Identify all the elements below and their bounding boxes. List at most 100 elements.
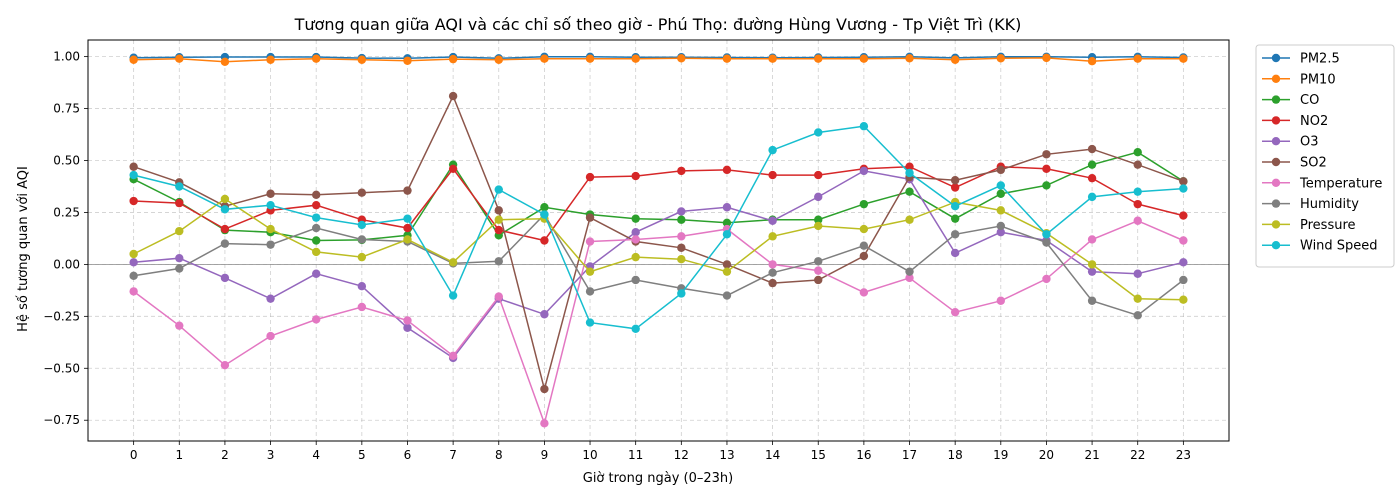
data-point [312, 190, 321, 199]
x-axis-label: Giờ trong ngày (0–23h) [583, 471, 733, 486]
legend-label: O3 [1300, 135, 1319, 150]
series-wind-speed [129, 122, 1188, 334]
legend-label: PM2.5 [1300, 52, 1340, 67]
data-point [129, 249, 138, 259]
data-point [1179, 211, 1188, 220]
data-point [814, 128, 823, 137]
data-point [1087, 192, 1097, 202]
series-line-temperature [133, 219, 1184, 426]
data-point [768, 232, 777, 241]
x-tick-label: 14 [765, 448, 780, 462]
x-tick-label: 17 [902, 448, 917, 462]
data-point [1042, 53, 1051, 63]
legend-label: CO [1300, 93, 1319, 108]
x-tick-label: 3 [267, 448, 275, 462]
data-point [448, 91, 458, 101]
data-point [996, 181, 1005, 190]
data-point [1179, 275, 1188, 285]
x-tick-label: 8 [495, 448, 503, 462]
series-lines [129, 52, 1188, 428]
legend-item-wind-speed: Wind Speed [1262, 239, 1378, 254]
data-point [859, 241, 869, 250]
data-point [220, 194, 230, 204]
data-point [220, 224, 230, 234]
data-point [722, 267, 732, 276]
legend-label: Humidity [1300, 197, 1359, 212]
chart-title: Tương quan giữa AQI và các chỉ số theo g… [294, 15, 1022, 34]
data-point [448, 54, 458, 64]
x-tick-label: 0 [130, 448, 138, 462]
legend-marker [1271, 178, 1281, 187]
legend-item-so2: SO2 [1262, 156, 1327, 171]
data-point [677, 215, 686, 224]
data-point [357, 235, 367, 244]
data-point [585, 172, 595, 182]
legend-label: NO2 [1300, 114, 1328, 129]
data-point [996, 206, 1005, 215]
legend: PM2.5 PM10 CO NO2 O3 SO2 Temperature Humidity Pr… [1255, 44, 1395, 268]
data-point [814, 221, 823, 231]
data-point [1133, 187, 1142, 196]
data-point [1087, 160, 1097, 169]
data-point [312, 213, 321, 222]
data-point [722, 260, 732, 269]
data-point [312, 223, 321, 233]
data-point [1042, 230, 1051, 239]
data-point [1133, 54, 1142, 63]
data-point [175, 321, 184, 330]
data-point [950, 248, 960, 258]
x-tick-label: 7 [449, 448, 457, 462]
x-tick-label: 21 [1084, 448, 1099, 462]
data-point [540, 203, 549, 212]
data-point [403, 186, 412, 195]
data-point [996, 227, 1005, 237]
legend-label: Temperature [1299, 176, 1382, 191]
data-point [859, 224, 869, 234]
data-point [814, 192, 823, 202]
data-point [722, 165, 732, 175]
data-point [905, 162, 914, 171]
series-temperature [129, 216, 1188, 428]
data-point [403, 235, 412, 244]
plot-area-frame [87, 39, 1230, 442]
y-tick-label: −0.75 [43, 413, 80, 427]
legend-item-o3: O3 [1262, 135, 1319, 150]
data-point [950, 55, 960, 64]
data-point [768, 216, 777, 225]
data-point [129, 162, 138, 171]
y-tick-label: −0.50 [43, 361, 80, 375]
legend-marker [1271, 199, 1281, 208]
legend-item-co: CO [1262, 93, 1319, 108]
data-point [220, 57, 230, 67]
legend-marker [1271, 74, 1281, 84]
series-line-wind-speed [133, 125, 1184, 330]
data-point [1042, 238, 1051, 247]
data-point [631, 171, 640, 181]
data-point [175, 253, 184, 263]
legend-item-no2: NO2 [1262, 114, 1328, 129]
data-point [266, 240, 275, 249]
data-point [722, 218, 732, 228]
data-point [631, 235, 640, 244]
y-axis-label: Hệ số tương quan với AQI [16, 166, 31, 332]
legend-marker [1271, 241, 1281, 250]
data-point [1042, 274, 1051, 284]
x-tick-label: 18 [948, 448, 963, 462]
data-point [266, 55, 275, 64]
data-point [814, 275, 823, 285]
x-tick-label: 13 [719, 448, 734, 462]
data-point [814, 170, 823, 180]
data-point [1042, 164, 1051, 174]
data-point [950, 183, 960, 192]
data-point [220, 205, 230, 214]
data-point [494, 292, 503, 301]
x-tick-label: 4 [312, 448, 320, 462]
legend-item-pressure: Pressure [1262, 218, 1356, 233]
data-point [859, 199, 869, 209]
legend-item-pm2-5: PM2.5 [1262, 52, 1340, 67]
data-point [312, 54, 321, 63]
series-line-pressure [133, 197, 1184, 301]
data-point [585, 267, 595, 276]
